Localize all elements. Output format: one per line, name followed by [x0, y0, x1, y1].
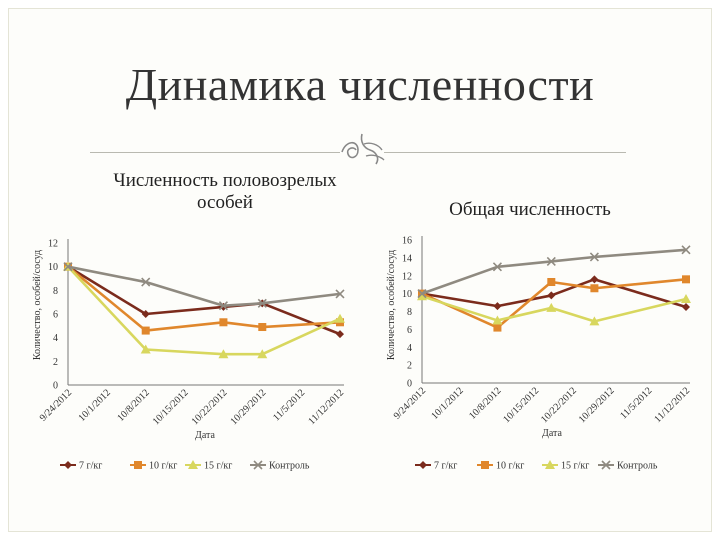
chart-1-data-point: [219, 318, 228, 327]
chart-1-x-tick: 11/5/2012: [271, 387, 307, 423]
chart-1-x-tick: 10/22/2012: [190, 387, 230, 427]
chart-2-data-point: [682, 275, 690, 284]
chart-2-legend-label: 7 г/кг: [434, 461, 457, 472]
chart-1-data-point: [257, 349, 268, 359]
chart-1-data-point: [218, 301, 228, 311]
chart-1-x-tick: 9/24/2012: [38, 387, 74, 423]
chart-2-x-tick: 10/29/2012: [577, 385, 617, 425]
chart-1-x-tick: 11/12/2012: [306, 387, 346, 427]
chart-2-y-tick: 2: [407, 361, 412, 372]
chart-1-x-tick: 10/8/2012: [115, 387, 151, 423]
chart-1-data-point: [335, 313, 345, 323]
chart-2-y-tick: 4: [407, 343, 412, 354]
chart-2-data-point: [681, 293, 691, 303]
chart-2-x-tick: 11/12/2012: [652, 385, 692, 425]
chart-2-legend-label: 10 г/кг: [496, 461, 524, 472]
chart-1-data-point: [141, 310, 150, 318]
chart-2-data-point: [493, 323, 502, 332]
chart-1-y-tick: 4: [53, 333, 58, 344]
chart-2-y-tick: 10: [402, 289, 412, 300]
chart-2-x-axis-label: Дата: [542, 428, 562, 439]
chart-2-title: Общая численность: [449, 199, 611, 220]
chart-1-legend-marker: [64, 461, 72, 469]
chart-1-data-point: [257, 298, 267, 308]
chart-1-y-axis-label: Количество, особей/сосуд: [32, 250, 43, 360]
chart-2-legend-label: 15 г/кг: [561, 461, 589, 472]
slide-frame: [8, 8, 712, 532]
chart-2-x-tick: 10/15/2012: [501, 385, 541, 425]
chart-1-y-tick: 10: [48, 262, 58, 273]
chart-2-y-tick: 8: [407, 307, 412, 318]
chart-1-x-axis-label: Дата: [195, 430, 215, 441]
chart-1-data-point: [141, 326, 150, 335]
chart-1-legend-label: Контроль: [269, 461, 310, 472]
chart-2-data-point: [547, 291, 556, 300]
chart-2-series-line: [421, 278, 687, 329]
chart-2-data-point: [546, 302, 557, 312]
chart-1-title: Численность половозрелых особей: [113, 170, 337, 213]
slide-title: Динамика численности: [125, 59, 595, 110]
chart-1-data-point: [141, 277, 151, 287]
chart-2-y-tick: 12: [402, 271, 412, 282]
chart-2-legend-marker: [545, 460, 555, 469]
chart-2-y-tick: 6: [407, 325, 412, 336]
chart-1-data-point: [140, 344, 151, 354]
chart-2-legend-marker: [419, 461, 427, 469]
chart-2-data-point: [682, 303, 690, 312]
chart-2-data-point: [681, 245, 691, 255]
chart-1-x-tick: 10/1/2012: [77, 387, 113, 423]
chart-1-y-tick: 12: [48, 239, 58, 250]
chart-2-legend-label: Контроль: [617, 461, 658, 472]
chart-1-legend-marker: [253, 460, 263, 470]
chart-1-legend-label: 15 г/кг: [204, 461, 232, 472]
chart-1-y-tick: 8: [53, 286, 58, 297]
chart-1-x-tick: 10/15/2012: [151, 387, 191, 427]
chart-1-data-point: [63, 262, 73, 272]
chart-1-legend-label: 7 г/кг: [79, 461, 102, 472]
chart-2-x-tick: 9/24/2012: [392, 385, 428, 421]
chart-1-series-line: [67, 265, 341, 356]
chart-1-y-tick: 0: [53, 381, 58, 392]
chart-2-data-point: [493, 302, 502, 311]
chart-1-data-point: [335, 289, 345, 299]
chart-2-data-point: [546, 256, 556, 267]
chart-2-x-tick: 10/22/2012: [539, 385, 579, 425]
chart-2-series-line: [421, 248, 687, 295]
chart-2-x-tick: 11/5/2012: [618, 385, 654, 421]
chart-1-data-point: [336, 330, 344, 339]
chart-1-legend-marker: [188, 460, 198, 469]
chart-2-data-point: [492, 262, 502, 272]
chart-2-y-tick: 0: [407, 379, 412, 390]
title-divider-right: [384, 152, 626, 153]
chart-2-data-point: [547, 278, 556, 287]
chart-2-data-point: [590, 284, 599, 293]
chart-2-y-tick: 14: [402, 253, 412, 264]
chart-2-data-point: [589, 316, 600, 326]
chart-2-x-tick: 10/1/2012: [429, 385, 465, 421]
title-divider-left: [90, 152, 340, 153]
chart-2-x-tick: 10/8/2012: [467, 385, 503, 421]
chart-2-legend-marker: [481, 461, 489, 469]
chart-1-y-tick: 2: [53, 357, 58, 368]
chart-1-x-tick: 10/29/2012: [228, 387, 268, 427]
chart-2-legend-marker: [601, 460, 611, 470]
chart-1-data-point: [218, 349, 229, 359]
chart-2-y-tick: 16: [402, 236, 412, 247]
chart-2-data-point: [590, 275, 599, 284]
chart-1-data-point: [258, 323, 267, 332]
chart-1-y-tick: 6: [53, 310, 58, 321]
chart-1-legend-label: 10 г/кг: [149, 461, 177, 472]
chart-2-data-point: [417, 291, 427, 301]
chart-2-data-point: [492, 315, 503, 325]
ornament-icon: [341, 133, 385, 165]
chart-2-y-axis-label: Количество, особей/сосуд: [386, 250, 397, 360]
chart-2-data-point: [589, 252, 599, 262]
chart-2-data-point: [417, 289, 427, 299]
chart-1-legend-marker: [134, 461, 142, 469]
